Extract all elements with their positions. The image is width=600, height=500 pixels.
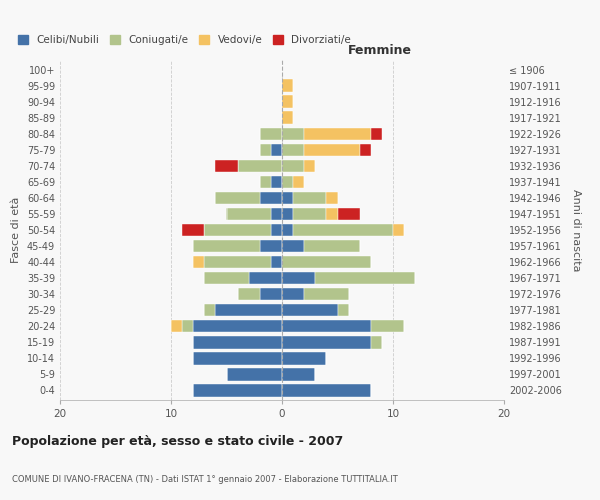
Bar xyxy=(193,320,282,332)
Bar xyxy=(182,320,193,332)
Bar xyxy=(204,272,249,284)
Bar xyxy=(282,256,371,268)
Bar xyxy=(326,208,337,220)
Bar xyxy=(260,176,271,188)
Bar xyxy=(260,128,282,140)
Text: Femmine: Femmine xyxy=(347,44,412,57)
Bar xyxy=(282,272,316,284)
Bar xyxy=(271,256,282,268)
Y-axis label: Anni di nascita: Anni di nascita xyxy=(571,188,581,271)
Bar xyxy=(304,144,360,156)
Text: Popolazione per età, sesso e stato civile - 2007: Popolazione per età, sesso e stato civil… xyxy=(12,435,343,448)
Bar xyxy=(238,160,282,172)
Bar xyxy=(204,304,215,316)
Y-axis label: Fasce di età: Fasce di età xyxy=(11,197,21,263)
Bar xyxy=(282,384,371,396)
Bar xyxy=(182,224,204,236)
Bar xyxy=(282,112,293,124)
Bar xyxy=(260,144,271,156)
Bar xyxy=(215,160,238,172)
Bar xyxy=(271,176,282,188)
Bar xyxy=(293,176,304,188)
Legend: Celibi/Nubili, Coniugati/e, Vedovi/e, Divorziati/e: Celibi/Nubili, Coniugati/e, Vedovi/e, Di… xyxy=(13,31,355,50)
Bar xyxy=(282,160,304,172)
Bar xyxy=(293,208,326,220)
Bar xyxy=(238,288,260,300)
Bar xyxy=(371,128,382,140)
Bar xyxy=(316,272,415,284)
Bar xyxy=(204,256,271,268)
Bar xyxy=(304,160,316,172)
Bar xyxy=(282,192,293,204)
Bar xyxy=(193,352,282,364)
Bar xyxy=(271,224,282,236)
Bar xyxy=(282,288,304,300)
Bar xyxy=(193,256,204,268)
Bar xyxy=(337,208,360,220)
Bar xyxy=(393,224,404,236)
Bar xyxy=(282,80,293,92)
Bar xyxy=(371,320,404,332)
Bar xyxy=(282,240,304,252)
Bar xyxy=(371,336,382,348)
Bar xyxy=(204,224,271,236)
Bar xyxy=(260,240,282,252)
Bar xyxy=(293,224,393,236)
Bar xyxy=(282,336,371,348)
Bar xyxy=(282,96,293,108)
Bar xyxy=(249,272,282,284)
Bar xyxy=(193,384,282,396)
Bar xyxy=(260,288,282,300)
Bar xyxy=(282,352,326,364)
Text: COMUNE DI IVANO-FRACENA (TN) - Dati ISTAT 1° gennaio 2007 - Elaborazione TUTTITA: COMUNE DI IVANO-FRACENA (TN) - Dati ISTA… xyxy=(12,475,398,484)
Bar xyxy=(193,240,260,252)
Bar xyxy=(304,240,360,252)
Bar xyxy=(304,288,349,300)
Bar xyxy=(326,192,337,204)
Bar xyxy=(215,304,282,316)
Bar xyxy=(215,192,260,204)
Bar xyxy=(282,304,337,316)
Bar xyxy=(282,128,304,140)
Bar xyxy=(360,144,371,156)
Bar xyxy=(271,144,282,156)
Bar xyxy=(304,128,371,140)
Bar xyxy=(260,192,282,204)
Bar xyxy=(282,224,293,236)
Bar xyxy=(227,208,271,220)
Bar xyxy=(282,320,371,332)
Bar xyxy=(282,368,316,380)
Bar xyxy=(227,368,282,380)
Bar xyxy=(282,208,293,220)
Bar xyxy=(282,176,293,188)
Bar xyxy=(171,320,182,332)
Bar xyxy=(282,144,304,156)
Bar xyxy=(337,304,349,316)
Bar xyxy=(293,192,326,204)
Bar xyxy=(193,336,282,348)
Bar xyxy=(271,208,282,220)
